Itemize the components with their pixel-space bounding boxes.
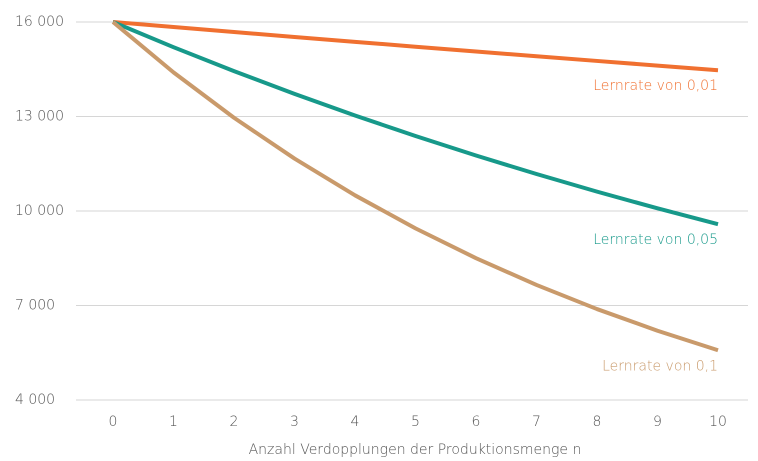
x-tick-label: 4 xyxy=(351,414,360,430)
series-label: Lernrate von 0,1 xyxy=(602,358,718,374)
series-line xyxy=(112,20,719,73)
x-tick-label: 2 xyxy=(230,414,239,430)
x-tick-label: 8 xyxy=(593,414,602,430)
y-tick-label: 7 000 xyxy=(15,298,55,314)
x-tick-label: 9 xyxy=(653,414,662,430)
x-tick-label: 0 xyxy=(109,414,118,430)
x-tick-label: 10 xyxy=(709,414,727,430)
y-tick-label: 16 000 xyxy=(15,14,64,30)
x-tick-label: 5 xyxy=(411,414,420,430)
x-tick-label: 1 xyxy=(169,414,178,430)
y-tick-label: 10 000 xyxy=(15,203,64,219)
x-tick-label: 7 xyxy=(532,414,541,430)
series-label: Lernrate von 0,05 xyxy=(593,232,718,248)
x-tick-label: 6 xyxy=(472,414,481,430)
x-axis-label: Anzahl Verdopplungen der Produktionsmeng… xyxy=(249,442,582,458)
series-line xyxy=(112,20,719,227)
x-tick-label: 3 xyxy=(290,414,299,430)
series-line xyxy=(111,20,719,353)
y-tick-label: 4 000 xyxy=(15,392,55,408)
y-tick-label: 13 000 xyxy=(15,109,64,125)
series-label: Lernrate von 0,01 xyxy=(593,78,718,94)
